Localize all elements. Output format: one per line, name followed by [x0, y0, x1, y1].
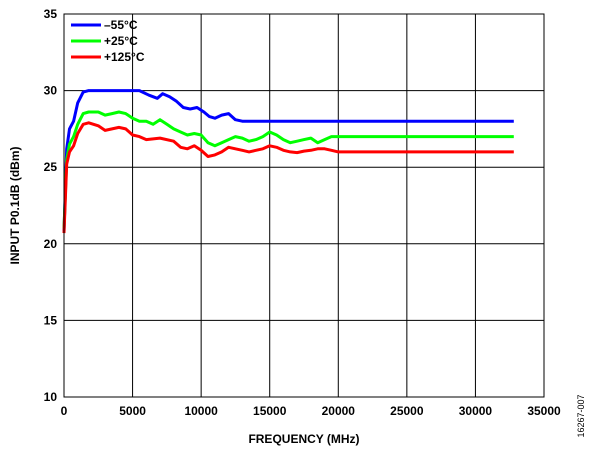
- series-lines: [62, 89, 514, 234]
- y-axis-label: INPUT P0.1dB (dBm): [8, 146, 22, 264]
- y-tick-label: 35: [44, 7, 58, 21]
- x-tick-label: 30000: [459, 404, 493, 418]
- x-tick-label: 10000: [184, 404, 218, 418]
- x-tick-label: 5000: [119, 404, 146, 418]
- y-tick-label: 20: [44, 237, 58, 251]
- y-tick-label: 10: [44, 390, 58, 404]
- figure-id: 16267-007: [576, 394, 586, 437]
- x-tick-label: 25000: [390, 404, 424, 418]
- series-line-2: [62, 121, 514, 234]
- plot-frame: [63, 13, 545, 398]
- legend-label-2: +125°C: [104, 50, 145, 64]
- y-tick-label: 30: [44, 84, 58, 98]
- x-tick-labels: 0 5000 10000 15000 20000 25000 30000 35000: [61, 404, 561, 418]
- x-tick-label: 0: [61, 404, 68, 418]
- x-tick-label: 20000: [322, 404, 356, 418]
- x-tick-label: 35000: [527, 404, 561, 418]
- series-line-1: [62, 110, 514, 229]
- y-tick-label: 25: [44, 160, 58, 174]
- series-line-0: [62, 89, 514, 232]
- grid: [64, 14, 544, 397]
- x-tick-label: 15000: [253, 404, 287, 418]
- y-tick-labels: 10 15 20 25 30 35: [44, 7, 58, 404]
- y-tick-label: 15: [44, 313, 58, 327]
- legend-label-0: –55°C: [104, 18, 138, 32]
- legend-label-1: +25°C: [104, 34, 138, 48]
- x-axis-label: FREQUENCY (MHz): [248, 432, 359, 446]
- legend: –55°C +25°C +125°C: [71, 18, 145, 64]
